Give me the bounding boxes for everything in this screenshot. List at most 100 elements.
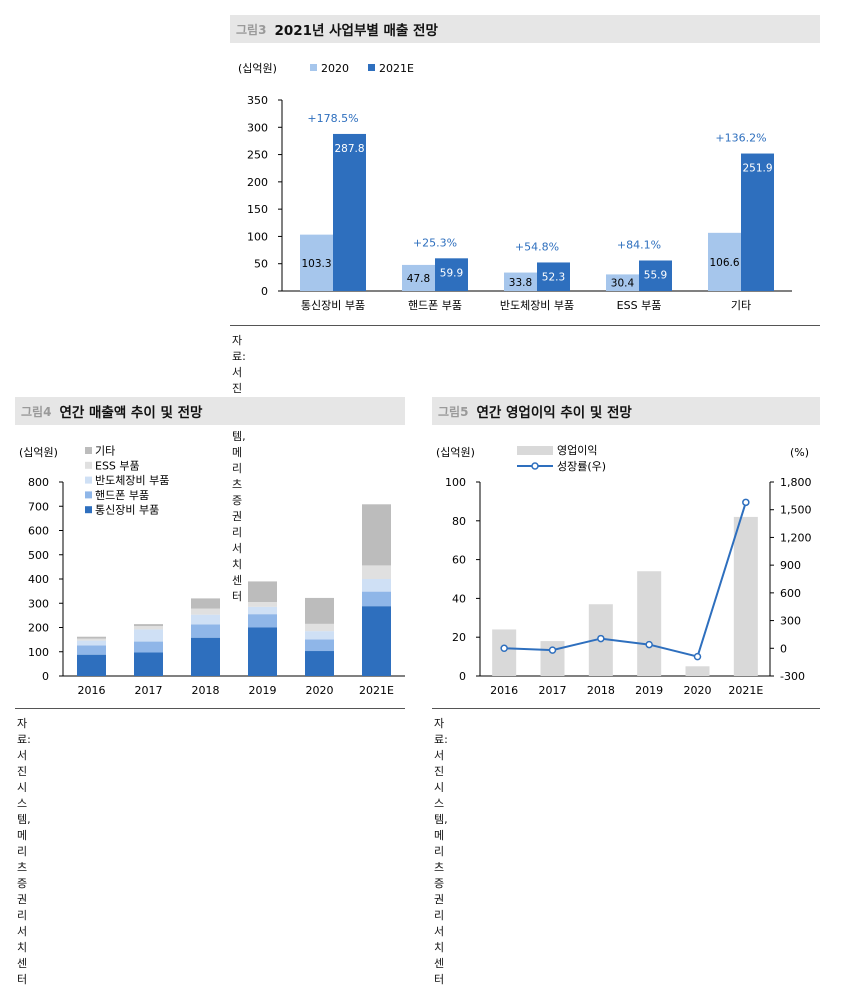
fig3-bar-2020	[504, 272, 537, 291]
fig5-source: 자료: 서진시스템, 메리츠증권 리서치센터	[434, 717, 448, 986]
fig4-legend-label-2: 반도체장비 부품	[95, 474, 169, 487]
fig3-ytick-label: 50	[254, 258, 268, 271]
fig4-legend-swatch-0	[85, 447, 92, 454]
fig4-bar-segment-3	[77, 638, 106, 641]
fig4-legend-swatch-3	[85, 491, 92, 499]
fig3-legend-swatch-1	[368, 64, 375, 71]
fig5-ytick-right-label: 1,800	[780, 476, 812, 489]
fig5-title: 연간 영업이익 추이 및 전망	[476, 405, 632, 421]
fig4-legend-swatch-2	[85, 476, 92, 484]
fig4-ytick-label: 700	[28, 500, 49, 513]
fig4-bar-segment-0	[362, 606, 391, 676]
fig5-category-label: 2016	[490, 684, 518, 697]
fig4-legend-label-1: ESS 부품	[95, 459, 140, 472]
fig4-ytick-label: 0	[42, 670, 49, 683]
fig5-category-label: 2021E	[728, 684, 763, 697]
fig4-bar-segment-0	[134, 652, 163, 676]
fig4-bar-segment-2	[362, 579, 391, 592]
fig5-bar	[540, 641, 565, 676]
fig5-ytick-left-label: 0	[459, 670, 466, 683]
fig3-ytick-label: 250	[247, 149, 268, 162]
fig3-source-rule	[230, 325, 820, 326]
fig5-legend-bar-label: 영업이익	[557, 444, 597, 457]
fig5-bar	[492, 629, 517, 676]
fig4-bar-segment-0	[248, 627, 277, 676]
fig4-title-bar: 그림4 연간 매출액 추이 및 전망	[15, 397, 405, 425]
fig3-data-label-2020: 106.6	[709, 257, 739, 269]
fig4-ytick-label: 200	[28, 622, 49, 635]
fig4-bar-segment-1	[77, 645, 106, 655]
fig3-data-label-2021E: 251.9	[742, 163, 772, 175]
fig3-growth-label: +84.1%	[617, 238, 661, 251]
fig4-source: 자료: 서진시스템, 메리츠증권 리서치센터	[17, 717, 31, 986]
fig3-category-label: 통신장비 부품	[301, 299, 365, 312]
fig4-category-label: 2017	[135, 684, 163, 697]
fig4-bar-segment-2	[248, 606, 277, 615]
fig4-bar-segment-4	[362, 504, 391, 566]
fig5-legend-line-marker	[531, 462, 539, 470]
fig5-ytick-left-label: 80	[452, 515, 466, 528]
fig5-bar	[637, 571, 662, 676]
fig4-bar-segment-1	[248, 614, 277, 628]
fig3-bar-2020	[402, 264, 435, 291]
fig4-ytick-label: 500	[28, 549, 49, 562]
fig4-category-label: 2018	[192, 684, 220, 697]
fig5-bar	[685, 666, 710, 676]
fig5-ytick-right-label: 900	[780, 559, 801, 572]
fig4-ytick-label: 400	[28, 573, 49, 586]
fig3-ytick-label: 0	[261, 285, 268, 298]
fig4-bar-segment-4	[191, 598, 220, 609]
fig3-data-label-2020: 103.3	[301, 258, 331, 270]
fig5-ytick-left-label: 60	[452, 554, 466, 567]
fig4-bar-segment-4	[134, 624, 163, 627]
fig4-title: 연간 매출액 추이 및 전망	[59, 405, 203, 421]
fig3-growth-label: +178.5%	[307, 112, 358, 125]
fig4-bar-segment-3	[191, 608, 220, 615]
fig5-bar	[733, 516, 758, 676]
fig5-growth-point	[742, 498, 750, 507]
fig3-category-label: 핸드폰 부품	[408, 299, 462, 312]
fig5-source-rule	[432, 708, 820, 709]
fig3-data-label-2020: 47.8	[407, 273, 430, 285]
fig4-bar-segment-3	[248, 602, 277, 607]
fig4-legend-label-3: 핸드폰 부품	[95, 489, 149, 502]
fig5-growth-line	[504, 502, 747, 658]
fig3-unit-label: (십억원)	[238, 62, 277, 75]
fig5-category-label: 2020	[684, 684, 712, 697]
fig5-growth-point	[500, 644, 508, 653]
fig5-ytick-left-label: 100	[445, 476, 466, 489]
fig5-label: 그림5	[438, 404, 469, 419]
fig5-growth-point	[597, 634, 605, 643]
fig4-bar-segment-0	[191, 637, 220, 676]
fig5-unit-left: (십억원)	[436, 446, 475, 459]
fig3-category-label: 기타	[731, 299, 751, 312]
fig5-ytick-left-label: 20	[452, 631, 466, 644]
fig3-category-label: ESS 부품	[617, 299, 662, 312]
fig4-legend-swatch-1	[85, 461, 92, 469]
fig3-title: 2021년 사업부별 매출 전망	[274, 23, 438, 39]
fig4-ytick-label: 600	[28, 525, 49, 538]
fig5-category-label: 2018	[587, 684, 615, 697]
fig5-ytick-right-label: 1,200	[780, 531, 812, 544]
fig5-growth-point	[645, 640, 653, 649]
fig4-ytick-label: 800	[28, 476, 49, 489]
fig3-data-label-2021E: 287.8	[334, 143, 364, 155]
fig5-category-label: 2019	[635, 684, 663, 697]
fig4-legend-label-4: 통신장비 부품	[95, 504, 159, 517]
fig4-bar-segment-1	[305, 639, 334, 652]
fig5-ytick-right-label: 300	[780, 615, 801, 628]
fig3-category-label: 반도체장비 부품	[500, 299, 574, 312]
fig4-ytick-label: 300	[28, 597, 49, 610]
fig3-bar-2020	[300, 234, 333, 291]
fig4-source-rule	[15, 708, 405, 709]
fig4-bar-segment-1	[134, 641, 163, 653]
fig5-unit-right: (%)	[790, 446, 809, 459]
fig3-data-label-2020: 30.4	[611, 278, 635, 290]
fig5-growth-point	[693, 652, 702, 661]
fig4-bar-segment-4	[77, 636, 106, 639]
fig3-ytick-label: 300	[247, 121, 268, 134]
fig3-label: 그림3	[236, 22, 267, 37]
fig3-ytick-label: 150	[247, 203, 268, 216]
